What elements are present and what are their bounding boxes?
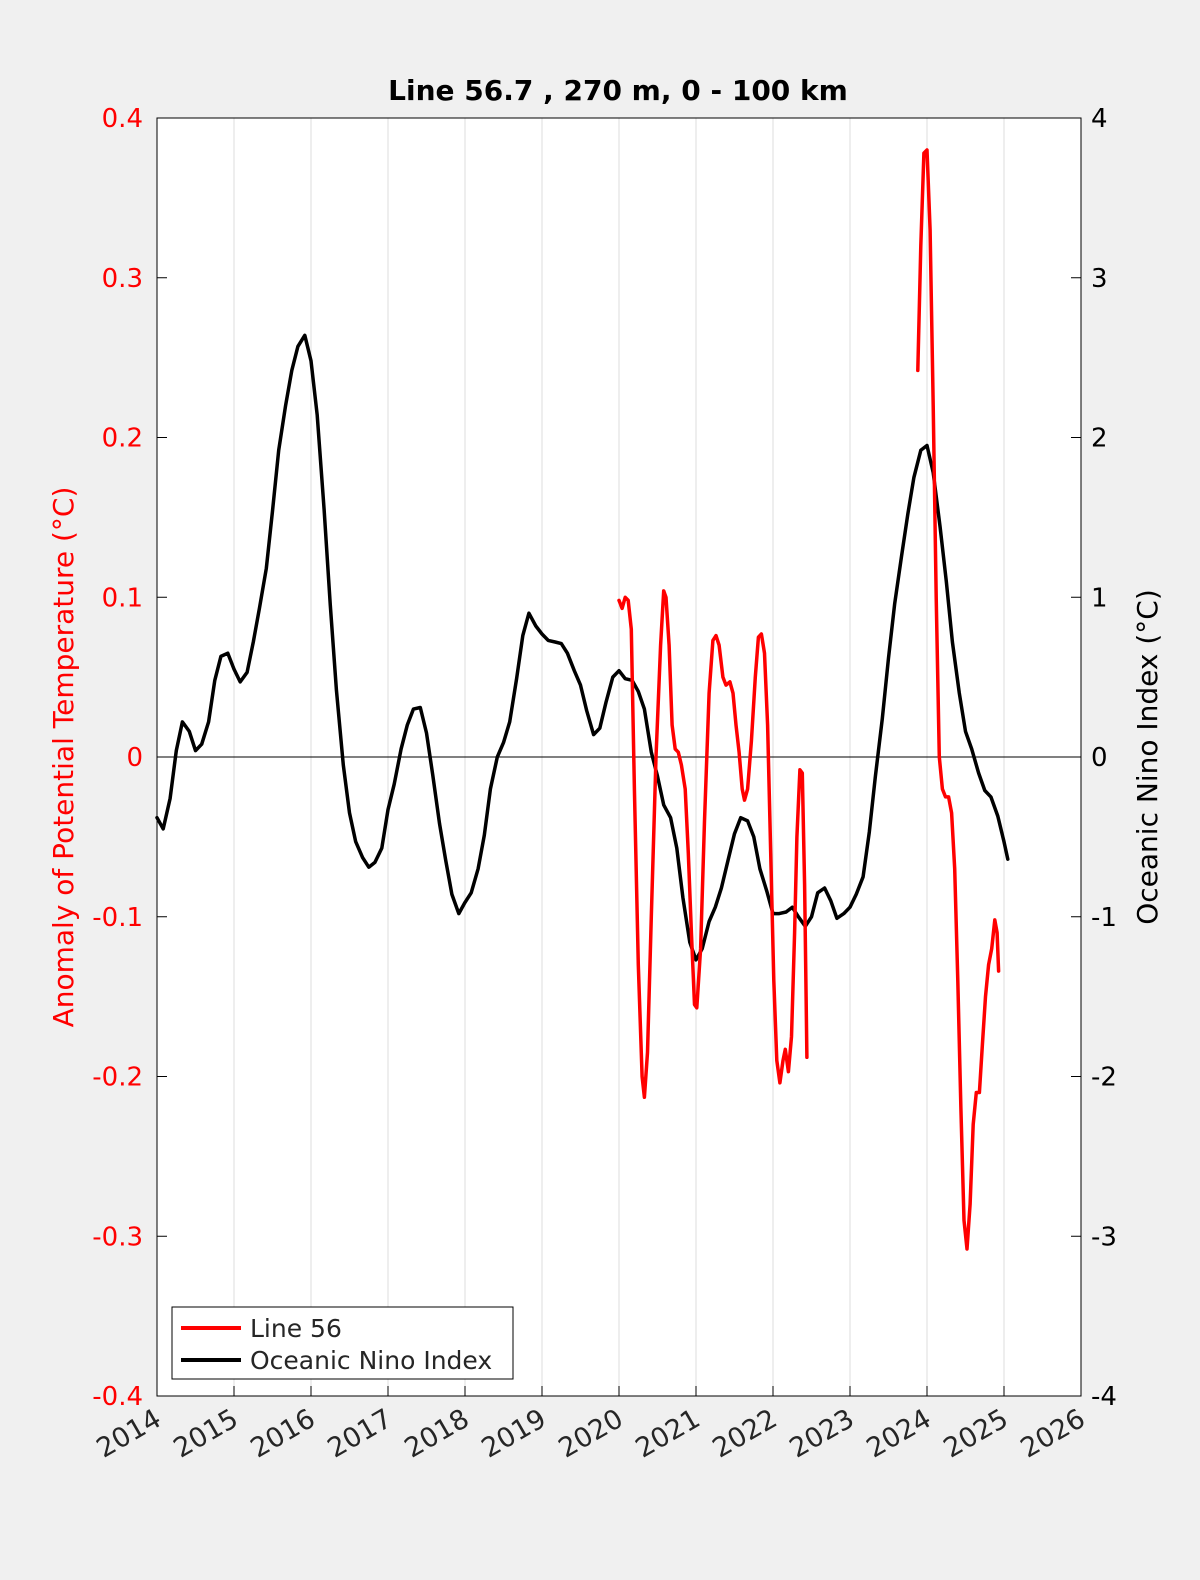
legend-box [171,1306,514,1380]
left-y-tick-label: -0.2 [92,1063,143,1093]
right-y-tick-label: 3 [1091,264,1108,294]
legend-label-oceanic-nino-index: Oceanic Nino Index [250,1346,492,1375]
right-y-tick-label: -4 [1091,1382,1117,1412]
legend-label-line-56: Line 56 [250,1314,342,1343]
left-y-tick-label: -0.3 [92,1222,143,1252]
chart-title: Line 56.7 , 270 m, 0 - 100 km [388,74,848,107]
left-y-tick-label: 0 [126,743,143,773]
right-y-tick-label: -3 [1091,1222,1117,1252]
series-line-56-line-1 [617,589,809,1100]
right-y-tick-label: 1 [1091,583,1108,613]
right-y-tick-label: 2 [1091,424,1108,454]
right-y-axis: -4 -3 -2 -1 0 1 2 3 4 [1071,104,1117,1412]
series-line-56-line-2 [916,148,1001,1251]
left-axis-label: Anomaly of Potential Temperature (°C) [47,487,80,1028]
left-y-tick-label: 0.2 [102,424,143,454]
right-y-tick-label: 0 [1091,743,1108,773]
left-y-tick-label: -0.4 [92,1382,143,1412]
right-axis-label: Oceanic Nino Index (°C) [1131,589,1164,925]
left-y-tick-label: 0.3 [102,264,143,294]
right-y-tick-label: -2 [1091,1063,1117,1093]
left-y-tick-label: 0.4 [102,104,143,134]
series-layer [155,148,1010,1251]
left-y-tick-label: -0.1 [92,903,143,933]
legend: Line 56 Oceanic Nino Index [171,1306,514,1380]
right-y-tick-label: 4 [1091,104,1108,134]
right-y-tick-label: -1 [1091,903,1117,933]
series-oceanic-nino-index-line [155,333,1010,962]
left-y-tick-label: 0.1 [102,583,143,613]
left-y-axis: -0.4 -0.3 -0.2 -0.1 0 0.1 0.2 0.3 0.4 [92,104,167,1412]
